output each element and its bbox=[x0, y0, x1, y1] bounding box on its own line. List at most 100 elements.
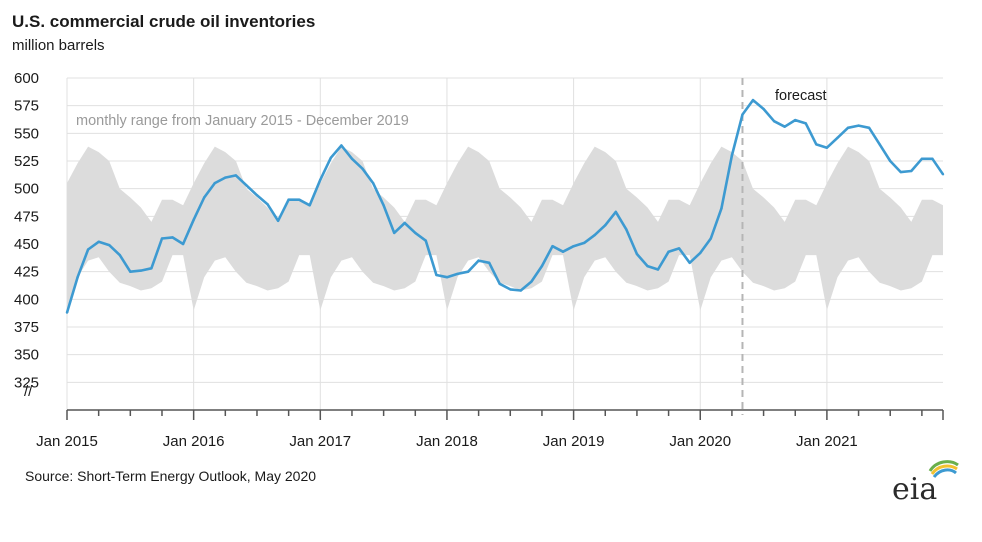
data-point bbox=[255, 194, 259, 197]
y-tick-label: 600 bbox=[14, 70, 39, 87]
range-annotation: monthly range from January 2015 - Decemb… bbox=[76, 113, 409, 129]
x-tick-label: Jan 2016 bbox=[163, 433, 225, 450]
data-point bbox=[382, 204, 385, 207]
logo-text: eia bbox=[892, 472, 937, 505]
axis-layer bbox=[66, 409, 944, 420]
data-point bbox=[920, 157, 924, 160]
y-tick-label: 425 bbox=[14, 264, 39, 281]
chart-title: U.S. commercial crude oil inventories bbox=[12, 12, 316, 31]
y-tick-label: 475 bbox=[14, 208, 39, 225]
data-point bbox=[129, 270, 132, 273]
data-point bbox=[604, 224, 607, 227]
data-point bbox=[224, 176, 227, 179]
data-point bbox=[720, 207, 723, 210]
eia-logo: eia bbox=[892, 460, 959, 505]
logo-arc-green bbox=[928, 460, 959, 472]
data-point bbox=[751, 98, 755, 102]
data-point bbox=[762, 107, 765, 111]
data-point bbox=[287, 198, 290, 201]
y-axis-break-label: // bbox=[24, 383, 33, 400]
data-point bbox=[97, 240, 100, 243]
data-point bbox=[139, 269, 143, 272]
data-point bbox=[857, 124, 860, 127]
data-point bbox=[509, 288, 512, 291]
data-point bbox=[572, 245, 575, 248]
x-tick-label: Jan 2018 bbox=[416, 433, 478, 450]
data-point bbox=[794, 118, 797, 122]
data-point bbox=[825, 146, 829, 149]
data-point bbox=[741, 113, 744, 116]
data-point bbox=[477, 259, 480, 262]
data-point bbox=[435, 273, 438, 277]
tick-label-layer: 600 575 550 525 500 475 450 425 400 375 350 325 Jan … bbox=[14, 70, 858, 450]
x-tick-label: Jan 2021 bbox=[796, 433, 858, 450]
data-point bbox=[414, 231, 417, 235]
data-point bbox=[836, 136, 839, 139]
data-point bbox=[635, 252, 639, 256]
data-point bbox=[456, 272, 459, 276]
data-point bbox=[899, 170, 902, 174]
x-tick-label: Jan 2019 bbox=[543, 433, 605, 450]
y-tick-label: 325 bbox=[14, 374, 39, 391]
data-point bbox=[266, 203, 269, 206]
range-band-layer bbox=[67, 146, 943, 311]
data-point bbox=[646, 264, 649, 268]
logo-arc-yellow bbox=[930, 464, 958, 475]
data-point bbox=[667, 250, 670, 253]
data-point bbox=[614, 210, 617, 214]
data-point bbox=[108, 243, 111, 247]
data-point bbox=[276, 219, 280, 222]
data-point bbox=[867, 126, 871, 129]
data-point bbox=[234, 174, 238, 177]
data-point bbox=[393, 231, 396, 235]
data-point bbox=[772, 120, 776, 123]
source-text: Short-Term Energy Outlook, May 2020 bbox=[77, 468, 317, 484]
data-point bbox=[498, 282, 501, 285]
data-point bbox=[878, 143, 881, 146]
forecast-annotation: forecast bbox=[775, 88, 827, 104]
data-point bbox=[910, 169, 913, 173]
data-point bbox=[530, 280, 533, 283]
y-tick-label: 450 bbox=[14, 236, 39, 253]
range-band bbox=[67, 146, 943, 311]
data-point bbox=[488, 261, 491, 264]
data-point bbox=[86, 248, 90, 251]
inventory-series-line bbox=[65, 98, 945, 313]
data-point bbox=[350, 157, 354, 160]
series-line-layer bbox=[65, 98, 945, 314]
data-point bbox=[730, 154, 734, 157]
x-tick-label: Jan 2015 bbox=[36, 433, 98, 450]
y-tick-label: 575 bbox=[14, 98, 39, 115]
data-point bbox=[150, 267, 153, 270]
source-note: Source: Short-Term Energy Outlook, May 2… bbox=[25, 468, 317, 484]
data-point bbox=[192, 218, 195, 221]
data-point bbox=[308, 204, 311, 207]
data-point bbox=[931, 157, 934, 160]
data-point bbox=[846, 126, 850, 129]
data-point bbox=[889, 159, 892, 163]
y-tick-label: 350 bbox=[14, 347, 39, 364]
x-tick-label: Jan 2017 bbox=[289, 433, 351, 450]
data-point bbox=[298, 198, 301, 201]
data-point bbox=[361, 167, 364, 170]
data-point bbox=[583, 241, 586, 245]
y-tick-label: 400 bbox=[14, 291, 39, 308]
data-point bbox=[340, 144, 343, 147]
data-point bbox=[561, 250, 565, 253]
data-point bbox=[540, 264, 544, 268]
data-point bbox=[551, 245, 554, 248]
data-point bbox=[804, 122, 807, 125]
data-point bbox=[329, 156, 333, 159]
data-point bbox=[466, 270, 470, 273]
data-point bbox=[203, 196, 206, 199]
data-point bbox=[709, 237, 712, 240]
data-point bbox=[171, 236, 174, 239]
data-point bbox=[403, 221, 406, 225]
y-tick-label: 550 bbox=[14, 125, 39, 142]
x-tick-label: Jan 2020 bbox=[669, 433, 731, 450]
data-point bbox=[593, 233, 596, 237]
data-point bbox=[783, 125, 786, 128]
data-point bbox=[677, 247, 681, 250]
data-point bbox=[76, 276, 79, 279]
